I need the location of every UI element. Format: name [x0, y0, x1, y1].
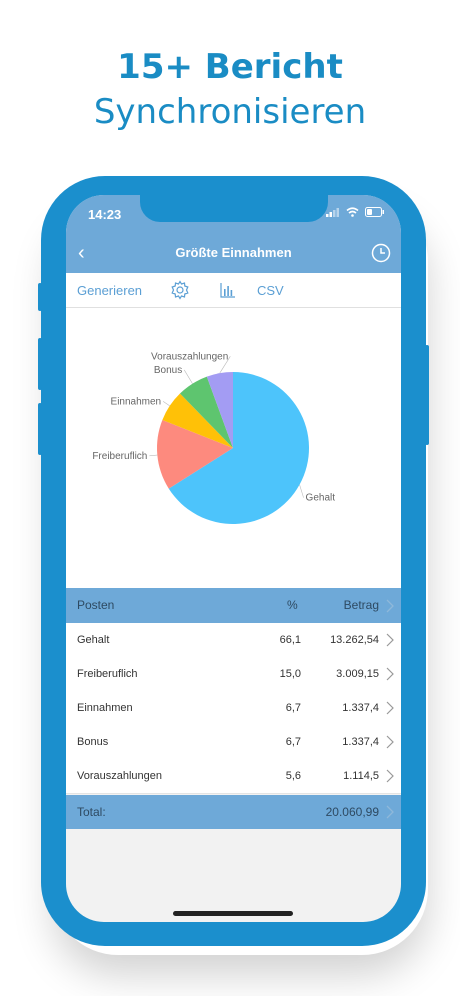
chevron-right-icon	[386, 701, 394, 715]
pie-slice-freiberuflich	[157, 419, 233, 489]
row-name: Einnahmen	[77, 702, 133, 714]
status-icons	[326, 207, 385, 217]
pie-leader-line	[183, 369, 193, 384]
pie-label-bonus: Bonus	[154, 365, 182, 376]
row-amount: 3.009,15	[336, 668, 379, 680]
column-header-item: Posten	[77, 598, 115, 612]
table-row[interactable]: Vorauszahlungen 5,6 1.114,5	[66, 759, 401, 794]
chevron-right-icon	[386, 667, 394, 681]
table-row[interactable]: Einnahmen 6,7 1.337,4	[66, 691, 401, 726]
pie-leader-line	[299, 484, 304, 498]
row-amount: 1.337,4	[342, 736, 379, 748]
table-header: Posten % Betrag	[66, 588, 401, 623]
row-amount: 13.262,54	[330, 634, 379, 646]
side-button-silent	[38, 283, 42, 311]
chevron-right-icon	[386, 599, 394, 613]
row-name: Vorauszahlungen	[77, 770, 163, 782]
pie-leader-line	[219, 356, 231, 374]
pie-leader-line	[162, 401, 170, 407]
pie-label-freiberuflich: Freiberuflich	[92, 451, 147, 462]
pie-slice-gehalt	[168, 372, 310, 524]
phone-screen: 14:23 ‹ Größte Einnahmen	[66, 195, 401, 922]
row-amount: 1.337,4	[342, 702, 379, 714]
table-row[interactable]: Bonus 6,7 1.337,4	[66, 725, 401, 760]
wifi-icon	[346, 207, 359, 217]
row-percent: 6,7	[285, 736, 301, 748]
pie-leader-line	[149, 454, 158, 457]
bar-chart-icon[interactable]	[219, 281, 237, 299]
back-button[interactable]: ‹	[78, 242, 85, 264]
row-percent: 66,1	[279, 634, 301, 646]
side-button-volume-up	[38, 338, 42, 390]
side-button-volume-down	[38, 403, 42, 455]
page-title: Größte Einnahmen	[175, 245, 292, 260]
headline-subtitle: Synchronisieren	[93, 92, 367, 132]
clock-icon[interactable]	[371, 243, 391, 263]
pie-slice-vorauszahlungen	[206, 372, 233, 448]
total-value: 20.060,99	[325, 805, 379, 819]
row-percent: 5,6	[285, 770, 301, 782]
pie-chart-svg: Gehalt Freiberuflich Einnahmen Bonus Vorausz…	[92, 351, 336, 524]
row-name: Freiberuflich	[77, 668, 138, 680]
home-indicator	[173, 911, 293, 916]
headline: 15+ Bericht Synchronisieren	[0, 45, 460, 135]
total-row: Total: 20.060,99	[66, 795, 401, 829]
headline-title: 15+ Bericht	[117, 47, 343, 87]
pie-label-vorauszahlungen: Vorauszahlungen	[151, 351, 228, 362]
generate-button[interactable]: Generieren	[77, 283, 143, 298]
row-amount: 1.114,5	[343, 770, 379, 782]
row-percent: 15,0	[279, 668, 301, 680]
pie-label-einnahmen: Einnahmen	[111, 396, 162, 407]
row-percent: 6,7	[285, 702, 301, 714]
pie-label-gehalt: Gehalt	[306, 493, 336, 504]
row-name: Gehalt	[77, 634, 110, 646]
chevron-right-icon	[386, 735, 394, 749]
pie-slice-bonus	[179, 376, 233, 448]
table-row[interactable]: Gehalt 66,1 13.262,54	[66, 623, 401, 658]
column-header-percent: %	[287, 598, 298, 612]
pie-slice-einnahmen	[162, 393, 233, 448]
table-row[interactable]: Freiberuflich 15,0 3.009,15	[66, 657, 401, 692]
notch	[140, 195, 328, 222]
side-button-power	[425, 345, 429, 445]
toolbar: Generieren CSV	[66, 273, 401, 308]
row-name: Bonus	[77, 736, 109, 748]
chevron-right-icon	[386, 805, 394, 819]
signal-icon	[326, 208, 339, 217]
chevron-right-icon	[386, 769, 394, 783]
total-label: Total:	[77, 805, 106, 819]
chevron-right-icon	[386, 633, 394, 647]
battery-icon	[365, 207, 384, 217]
pie-chart: Gehalt Freiberuflich Einnahmen Bonus Vorausz…	[66, 308, 401, 588]
gear-icon[interactable]	[170, 280, 190, 300]
csv-button[interactable]: CSV	[257, 283, 284, 298]
column-header-amount: Betrag	[343, 598, 379, 612]
status-time: 14:23	[88, 207, 122, 222]
nav-bar: 14:23 ‹ Größte Einnahmen	[66, 195, 401, 273]
